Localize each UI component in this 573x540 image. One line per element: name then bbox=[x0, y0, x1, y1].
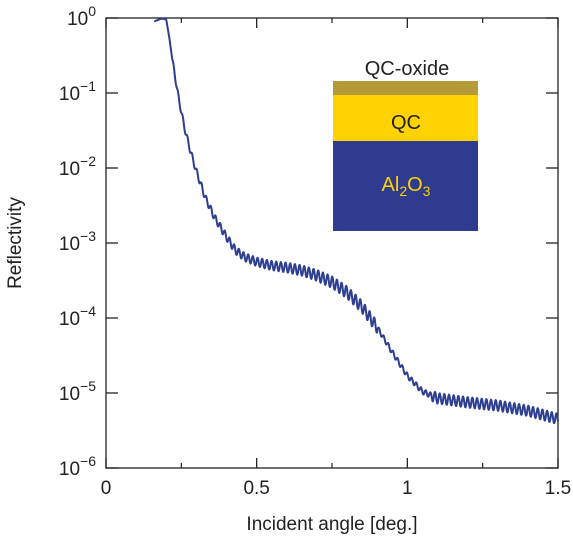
y-tick-labels: 100 10−1 10−2 10−3 10−4 10−5 10−6 bbox=[59, 3, 96, 480]
axis-ticks bbox=[105, 17, 559, 469]
y-tick-label: 10−4 bbox=[59, 303, 96, 330]
inset-label-al2o3: Al2O3 bbox=[382, 174, 431, 199]
y-tick-label: 10−1 bbox=[59, 78, 96, 105]
x-tick-label: 1.5 bbox=[545, 478, 571, 499]
inset-label-qc-oxide: QC-oxide bbox=[365, 58, 449, 80]
x-tick-label: 0 bbox=[101, 478, 112, 499]
layer-qc-oxide bbox=[333, 81, 478, 95]
inset-label-qc: QC bbox=[391, 112, 421, 134]
x-axis-title: Incident angle [deg.] bbox=[246, 514, 417, 535]
layer-stack-inset: QC-oxide QC Al2O3 bbox=[333, 58, 478, 231]
y-tick-label: 100 bbox=[67, 3, 96, 30]
y-tick-label: 10−3 bbox=[59, 228, 96, 255]
layer-qc bbox=[333, 95, 478, 141]
layer-al2o3-substrate bbox=[333, 141, 478, 231]
y-axis-title: Reflectivity bbox=[5, 197, 26, 289]
x-tick-labels: 0 0.5 1 1.5 bbox=[101, 478, 572, 499]
x-tick-label: 0.5 bbox=[243, 478, 269, 499]
y-tick-label: 10−2 bbox=[59, 153, 96, 180]
y-tick-label: 10−5 bbox=[59, 378, 96, 405]
y-tick-label: 10−6 bbox=[59, 453, 96, 480]
reflectivity-curve bbox=[153, 17, 559, 425]
x-tick-label: 1 bbox=[402, 478, 413, 499]
